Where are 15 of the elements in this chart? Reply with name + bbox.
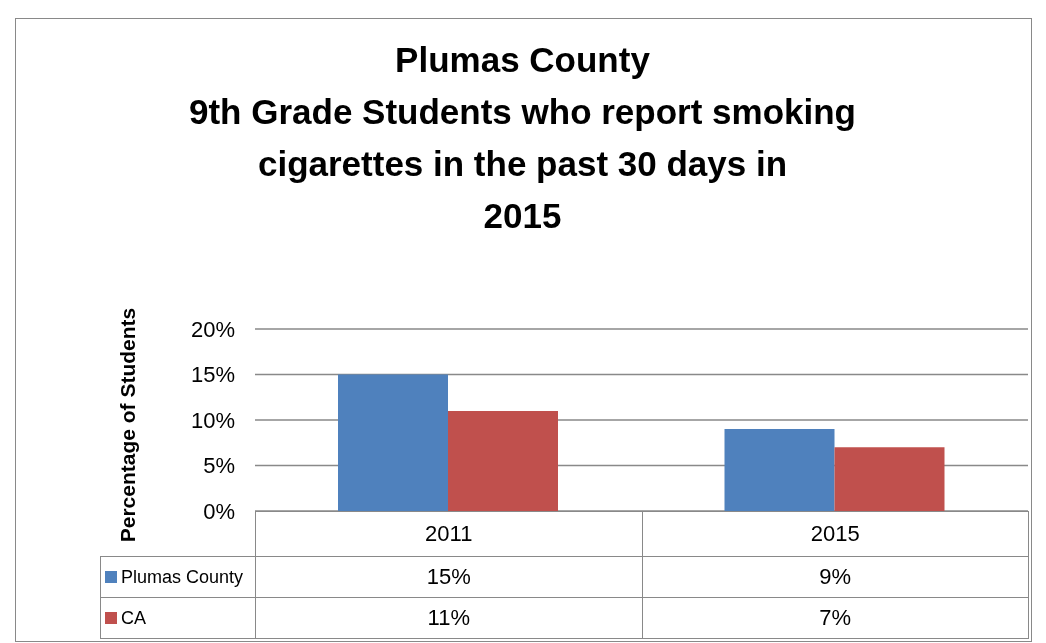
data-label: 9%	[642, 556, 1029, 598]
y-tick-label: 20%	[190, 316, 235, 342]
data-label: 7%	[642, 597, 1029, 639]
chart-title: Plumas County 9th Grade Students who report smoking cigarettes in the past 30 days in 2015	[188, 39, 857, 237]
legend-label: CA	[100, 597, 256, 639]
x-tick-label: 2011	[255, 511, 642, 557]
y-tick-label: 5%	[203, 453, 235, 479]
y-tick-label: 10%	[190, 407, 235, 433]
data-label: 15%	[255, 556, 642, 598]
y-tick-label: 0%	[203, 498, 235, 524]
data-label: 11%	[255, 597, 642, 639]
y-axis-title: Percentage of Students	[116, 307, 140, 543]
y-tick-label: 15%	[190, 362, 235, 388]
x-tick-label: 2015	[642, 511, 1029, 557]
legend-label: Plumas County	[100, 556, 256, 598]
